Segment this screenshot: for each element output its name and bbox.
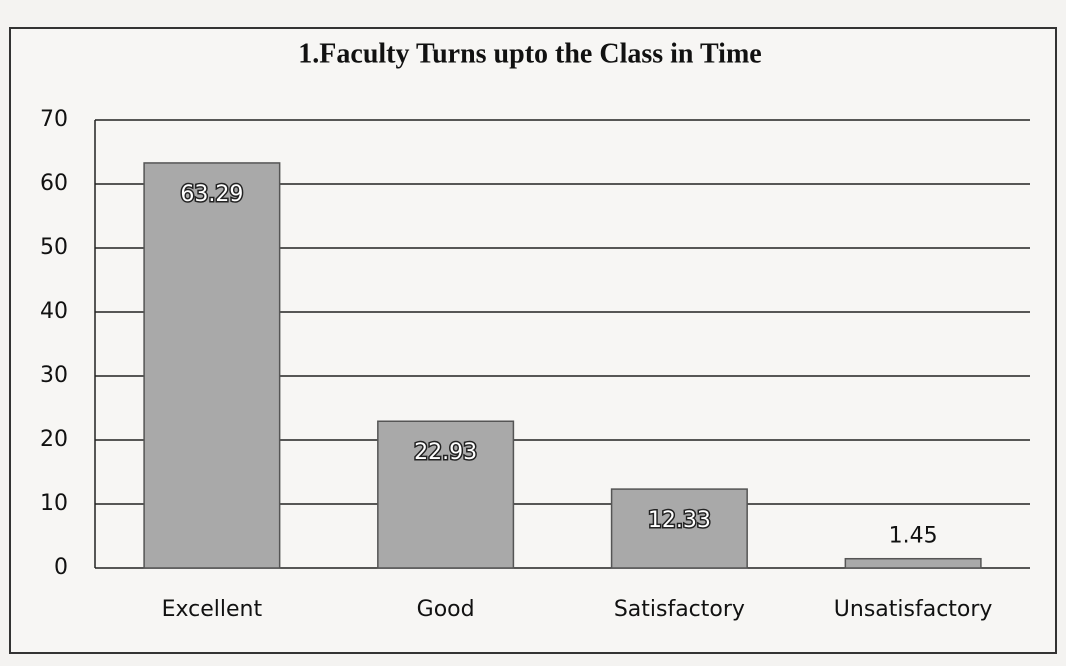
x-tick-label: Excellent bbox=[162, 597, 263, 622]
bar bbox=[377, 420, 515, 569]
y-tick-label: 20 bbox=[40, 427, 68, 452]
bar bbox=[610, 488, 748, 569]
value-label: 63.29 bbox=[180, 182, 243, 207]
x-tick-label: Good bbox=[417, 597, 475, 622]
value-label: 12.33 bbox=[648, 508, 711, 533]
x-tick-label: Satisfactory bbox=[614, 597, 745, 622]
bar bbox=[844, 557, 982, 569]
y-tick-label: 10 bbox=[40, 491, 68, 516]
value-label: 1.45 bbox=[889, 524, 938, 549]
x-tick-label: Unsatisfactory bbox=[834, 597, 993, 622]
chart-title: 1.Faculty Turns upto the Class in Time bbox=[298, 38, 761, 69]
y-tick-label: 40 bbox=[40, 299, 68, 324]
y-tick-label: 70 bbox=[40, 107, 68, 132]
value-label: 22.93 bbox=[414, 440, 477, 465]
y-tick-label: 50 bbox=[40, 235, 68, 260]
y-tick-label: 30 bbox=[40, 363, 68, 388]
bar bbox=[143, 162, 281, 569]
y-tick-label: 60 bbox=[40, 171, 68, 196]
y-tick-label: 0 bbox=[54, 555, 68, 580]
